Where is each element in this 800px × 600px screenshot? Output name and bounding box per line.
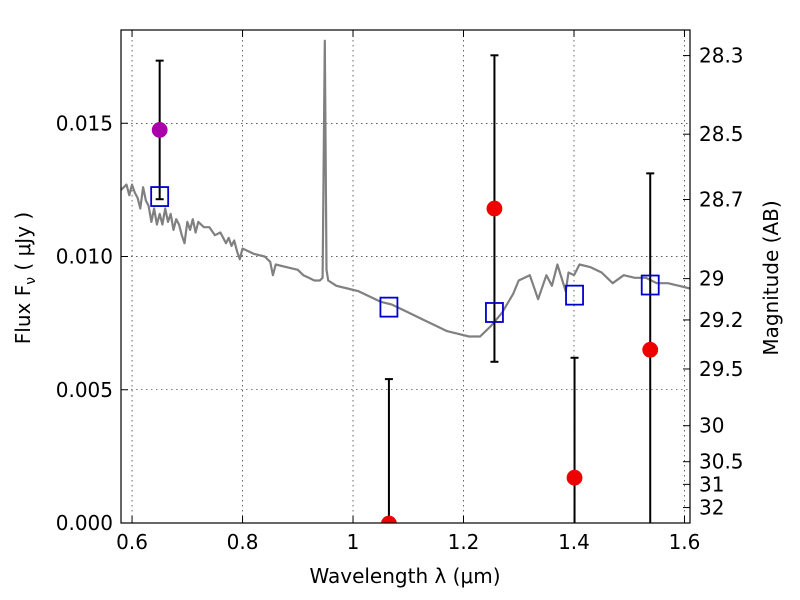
y-axis-ticks: 0.000 0.005 0.010 0.015	[56, 111, 128, 535]
y-axis-label-sub: ν	[23, 277, 39, 285]
y2-tick-label: 28.5	[699, 122, 744, 146]
model-point-square	[379, 296, 399, 318]
observed-point-circle	[566, 469, 583, 486]
y-axis-label-unit: ( μJy )	[11, 212, 35, 277]
spectrum-line	[120, 39, 691, 338]
x-tick-label: 1.2	[448, 530, 480, 554]
y2-axis-label: Magnitude (AB)	[759, 200, 783, 355]
observed-photometry-points	[151, 122, 659, 523]
y-tick-label: 0.015	[56, 111, 113, 135]
model-point-square	[150, 186, 170, 207]
observed-point-circle	[486, 200, 503, 217]
x-tick-label: 1.6	[669, 530, 701, 554]
y2-tick-label: 30	[699, 414, 724, 438]
y2-tick-label: 29	[699, 267, 724, 291]
y2-tick-label: 32	[699, 496, 724, 520]
y-tick-label: 0.005	[56, 378, 113, 402]
y-axis-label: Flux Fν ( μJy )	[11, 212, 39, 344]
plot-frame	[120, 29, 691, 524]
y-axis-label-main: Flux F	[11, 285, 35, 344]
y-tick-label: 0.000	[56, 511, 113, 535]
error-bars	[155, 54, 655, 523]
x-tick-label: 0.8	[227, 530, 259, 554]
model-spectrum	[120, 39, 691, 338]
y-tick-label: 0.010	[56, 245, 113, 269]
observed-point-circle	[642, 341, 659, 358]
x-tick-label: 1.4	[558, 530, 590, 554]
x-axis-ticks: 0.6 0.8 1 1.2 1.4 1.6	[116, 30, 700, 554]
observed-point-circle	[151, 122, 168, 138]
y2-tick-label: 31	[699, 472, 724, 496]
model-photometry-points	[150, 186, 660, 323]
y2-tick-label: 29.5	[699, 357, 744, 381]
y2-tick-label: 28.7	[699, 187, 744, 211]
model-point-square	[640, 274, 660, 296]
x-axis-label: Wavelength λ (μm)	[309, 564, 500, 588]
model-point-square	[565, 284, 584, 306]
y2-tick-label: 28.3	[699, 44, 744, 68]
x-tick-label: 0.6	[116, 530, 148, 554]
y2-tick-label: 30.5	[699, 450, 744, 474]
y2-tick-label: 29.2	[699, 308, 744, 332]
x-tick-label: 1	[347, 530, 360, 554]
observed-point-circle	[381, 515, 397, 523]
model-point-square	[485, 302, 504, 323]
